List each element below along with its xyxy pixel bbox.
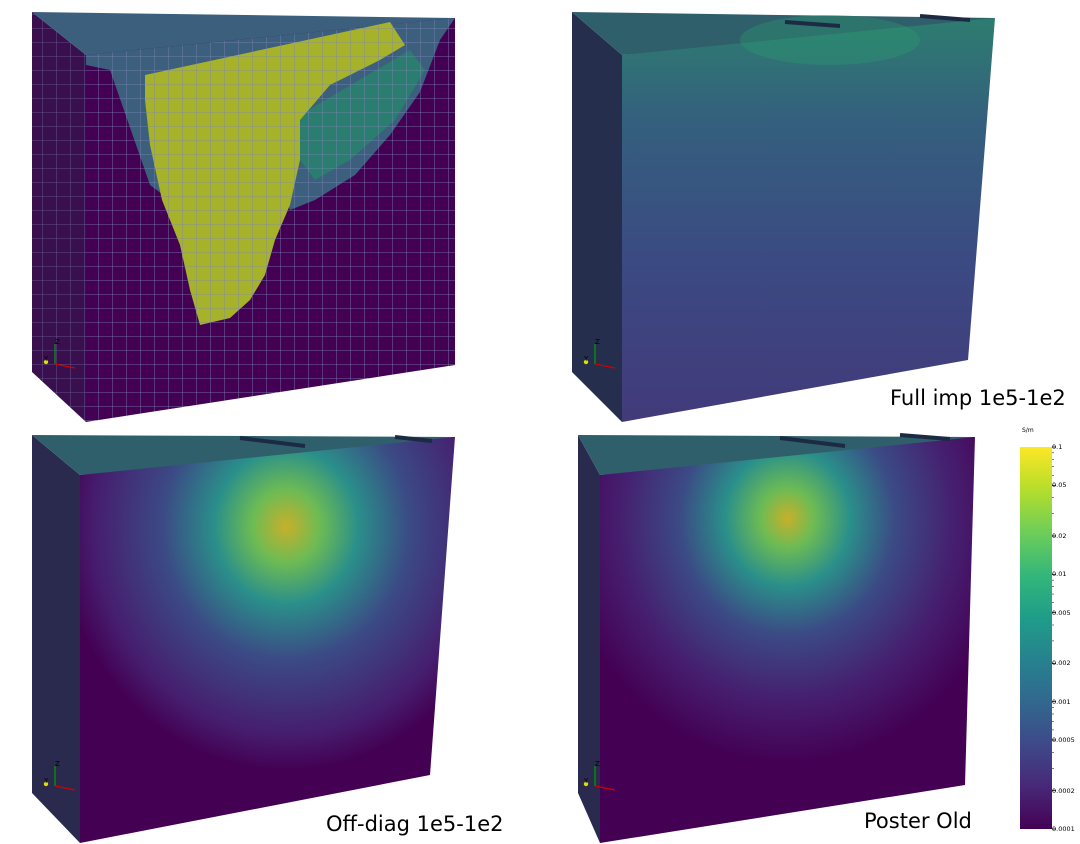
axis-z-label: Z [55,760,60,768]
axis-z-label: Z [595,338,600,346]
axes-triad: Z Y [40,760,80,796]
panel-poster-old: Z Y Poster Old [540,425,1010,844]
colorbar-tick-label: 0.01 [1052,570,1067,579]
colorbar-tick-label: 0.0001 [1052,825,1075,833]
axis-y-label: Y [44,777,49,785]
colorbar-tick-label: 0.002 [1052,659,1071,668]
cube-left-face [578,435,600,843]
cube-front-face [600,437,975,843]
panel-caption: Poster Old [864,809,972,833]
colorbar-tick-label: 0.0005 [1052,735,1075,744]
colorbar-gradient [1020,447,1052,829]
mesh-cube [32,12,455,422]
panel-caption: Off-diag 1e5-1e2 [326,812,504,836]
colorbar-tick-label: 0.05 [1052,481,1067,490]
cube-top-face [578,435,975,475]
axes-triad: Z Y [580,338,620,374]
axes-triad-icon [583,766,616,791]
colorbar-tick-label: 0.005 [1052,608,1071,617]
cube-top-face [32,12,455,55]
cube-top-face [32,435,455,475]
axis-y-label: Y [44,355,49,363]
axis-z-label: Z [595,760,600,768]
cube-top-face [572,12,995,55]
axes-triad: Z Y [40,338,80,374]
cube-front-face [622,18,995,422]
axis-y-label: Y [584,355,589,363]
colorbar [1020,446,1056,830]
full-imp-cube [572,12,995,422]
axes-triad-icon [43,344,76,369]
colorbar-title: S/m [1022,427,1034,434]
colorbar-tick-label: 0.02 [1052,532,1067,540]
colorbar-tick-label: 0.1 [1052,443,1063,451]
axis-y-label: Y [584,777,589,785]
cube-front-face [80,437,455,843]
cube-left-face [572,12,622,422]
panel-full-imp: Z Y Full imp 1e5-1e2 [540,0,1080,425]
colorbar-tick-label: 0.0002 [1052,786,1075,795]
axes-triad-icon [583,344,616,369]
axis-z-label: Z [55,338,60,346]
off-diag-cube [32,435,455,843]
axes-triad-icon [43,766,76,791]
axes-triad: Z Y [580,760,620,796]
panel-mesh: Z Y [0,0,540,425]
poster-old-cube [578,433,975,843]
colorbar-tick-label: 0.001 [1052,697,1071,706]
panel-off-diag: Z Y Off-diag 1e5-1e2 [0,425,540,844]
cube-left-face [32,435,80,843]
panel-caption: Full imp 1e5-1e2 [890,386,1066,410]
